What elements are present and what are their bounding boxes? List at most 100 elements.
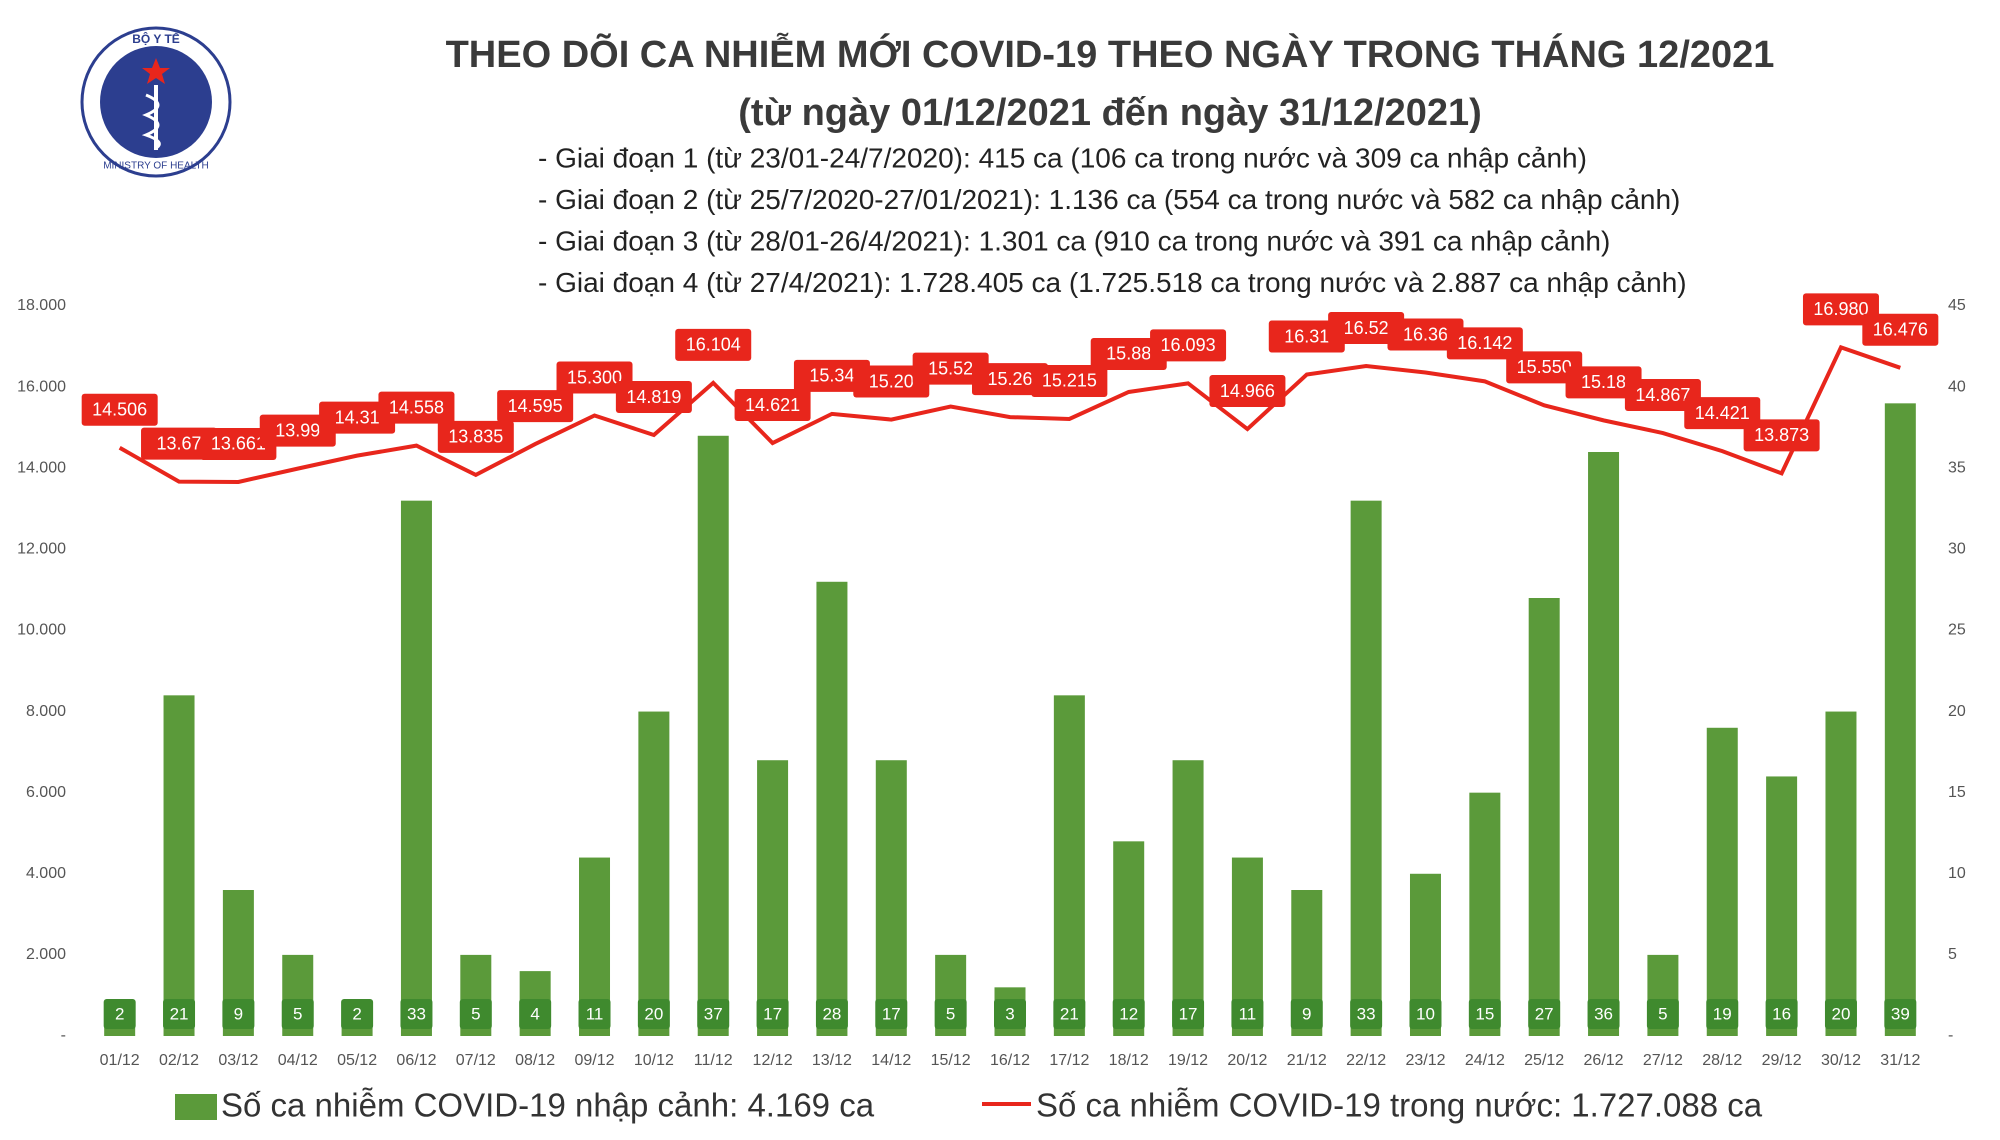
line-label: 14.595 bbox=[508, 396, 563, 416]
bar-label: 3 bbox=[1005, 1004, 1014, 1023]
bar-label: 11 bbox=[586, 1004, 604, 1023]
x-tick-label: 03/12 bbox=[218, 1052, 258, 1069]
line-label: 13.99 bbox=[275, 420, 320, 440]
bar-label-box bbox=[1646, 999, 1679, 1029]
bar-label: 4 bbox=[530, 1004, 539, 1023]
line-label: 15.300 bbox=[567, 367, 622, 387]
line-label: 15.20 bbox=[869, 371, 914, 391]
x-tick-label: 02/12 bbox=[159, 1052, 199, 1069]
bar bbox=[1469, 792, 1501, 1036]
y-tick-label: 8.000 bbox=[26, 703, 66, 720]
bar-label-box bbox=[697, 999, 730, 1029]
y-tick-label: 6.000 bbox=[26, 784, 66, 801]
x-tick-label: 30/12 bbox=[1821, 1052, 1861, 1069]
bar-label-box bbox=[1053, 999, 1086, 1029]
line-label: 16.980 bbox=[1813, 299, 1868, 319]
line-label: 16.104 bbox=[686, 335, 741, 355]
y-tick-label: 15 bbox=[1948, 784, 1966, 801]
x-tick-label: 17/12 bbox=[1049, 1052, 1089, 1069]
line-label-box bbox=[497, 390, 574, 423]
line-label: 14.867 bbox=[1635, 385, 1690, 405]
y-tick-label: 14.000 bbox=[17, 459, 66, 476]
y-tick-label: 40 bbox=[1948, 378, 1966, 395]
bar-label: 39 bbox=[1891, 1004, 1910, 1023]
line-label: 15.26 bbox=[987, 369, 1032, 389]
bar bbox=[697, 435, 729, 1036]
line-label: 16.476 bbox=[1873, 320, 1928, 340]
x-tick-label: 21/12 bbox=[1287, 1052, 1327, 1069]
line-label: 13.873 bbox=[1754, 425, 1809, 445]
bar-label-box bbox=[1409, 999, 1442, 1029]
line-label-box bbox=[615, 381, 692, 414]
line-label-box bbox=[141, 427, 218, 460]
bar-label-box bbox=[1884, 999, 1917, 1029]
line-label-box bbox=[1387, 318, 1464, 351]
y-tick-label: 10.000 bbox=[17, 622, 66, 639]
line-label: 16.142 bbox=[1457, 333, 1512, 353]
line-label: 13.835 bbox=[448, 427, 503, 447]
bar bbox=[638, 711, 670, 1036]
bar-label: 28 bbox=[822, 1004, 841, 1023]
legend-swatch bbox=[175, 1094, 217, 1120]
line-label-box bbox=[1446, 327, 1523, 360]
logo-star bbox=[142, 58, 170, 84]
x-tick-label: 19/12 bbox=[1168, 1052, 1208, 1069]
x-tick-label: 10/12 bbox=[634, 1052, 674, 1069]
bar bbox=[1350, 500, 1382, 1037]
legend-label: Số ca nhiễm COVID-19 trong nước: 1.727.0… bbox=[1036, 1087, 1763, 1124]
line-label-box bbox=[1862, 313, 1939, 346]
line-label: 14.621 bbox=[745, 395, 800, 415]
bar-label-box bbox=[815, 999, 848, 1029]
bar-label: 36 bbox=[1594, 1004, 1613, 1023]
line-label-box bbox=[1090, 337, 1167, 370]
bar-label: 21 bbox=[1060, 1004, 1079, 1023]
chart-subtitle: (từ ngày 01/12/2021 đến ngày 31/12/2021) bbox=[738, 92, 1482, 134]
annotation: - Giai đoạn 4 (từ 27/4/2021): 1.728.405 … bbox=[538, 267, 1687, 298]
x-tick-label: 27/12 bbox=[1643, 1052, 1683, 1069]
x-tick-label: 05/12 bbox=[337, 1052, 377, 1069]
bar-label: 17 bbox=[1179, 1004, 1198, 1023]
line-label: 15.18 bbox=[1581, 372, 1626, 392]
bar-label: 27 bbox=[1535, 1004, 1554, 1023]
bar bbox=[1528, 598, 1560, 1036]
line-label-box bbox=[853, 365, 930, 398]
bar-label-box bbox=[222, 999, 255, 1029]
x-tick-label: 16/12 bbox=[990, 1052, 1030, 1069]
bar-label-box bbox=[1231, 999, 1264, 1029]
bar-label: 5 bbox=[293, 1004, 302, 1023]
x-tick-label: 09/12 bbox=[574, 1052, 614, 1069]
line-label-box bbox=[200, 427, 277, 460]
bar-label-box bbox=[875, 999, 908, 1029]
bar bbox=[1172, 760, 1204, 1036]
line-label-box bbox=[793, 359, 870, 392]
bar-label: 2 bbox=[352, 1004, 361, 1023]
y-tick-label: 30 bbox=[1948, 541, 1966, 558]
annotation: - Giai đoạn 1 (từ 23/01-24/7/2020): 415 … bbox=[538, 142, 1587, 173]
line-label-box bbox=[912, 352, 989, 385]
bar bbox=[757, 760, 789, 1036]
bar-label-box bbox=[1765, 999, 1798, 1029]
bar bbox=[400, 500, 432, 1037]
y-tick-label: 5 bbox=[1948, 946, 1957, 963]
y-tick-label: - bbox=[1948, 1027, 1953, 1044]
bar-label: 16 bbox=[1772, 1004, 1791, 1023]
line-label: 15.215 bbox=[1042, 371, 1097, 391]
line-label: 14.819 bbox=[626, 387, 681, 407]
line-label-box bbox=[81, 393, 158, 426]
bar-label: 17 bbox=[882, 1004, 901, 1023]
bar bbox=[1053, 695, 1085, 1036]
line-label: 13.67 bbox=[157, 433, 202, 453]
x-tick-label: 18/12 bbox=[1109, 1052, 1149, 1069]
line-label-box bbox=[1624, 379, 1701, 412]
x-tick-label: 22/12 bbox=[1346, 1052, 1386, 1069]
line-label-box bbox=[1150, 329, 1227, 362]
bar-label: 21 bbox=[170, 1004, 189, 1023]
bar-label-box bbox=[341, 999, 374, 1029]
bar bbox=[1588, 452, 1620, 1036]
x-tick-label: 28/12 bbox=[1702, 1052, 1742, 1069]
annotation: - Giai đoạn 3 (từ 28/01-26/4/2021): 1.30… bbox=[538, 225, 1610, 256]
bar-label-box bbox=[103, 999, 136, 1029]
line-label: 15.88 bbox=[1106, 344, 1151, 364]
bar bbox=[163, 695, 195, 1036]
